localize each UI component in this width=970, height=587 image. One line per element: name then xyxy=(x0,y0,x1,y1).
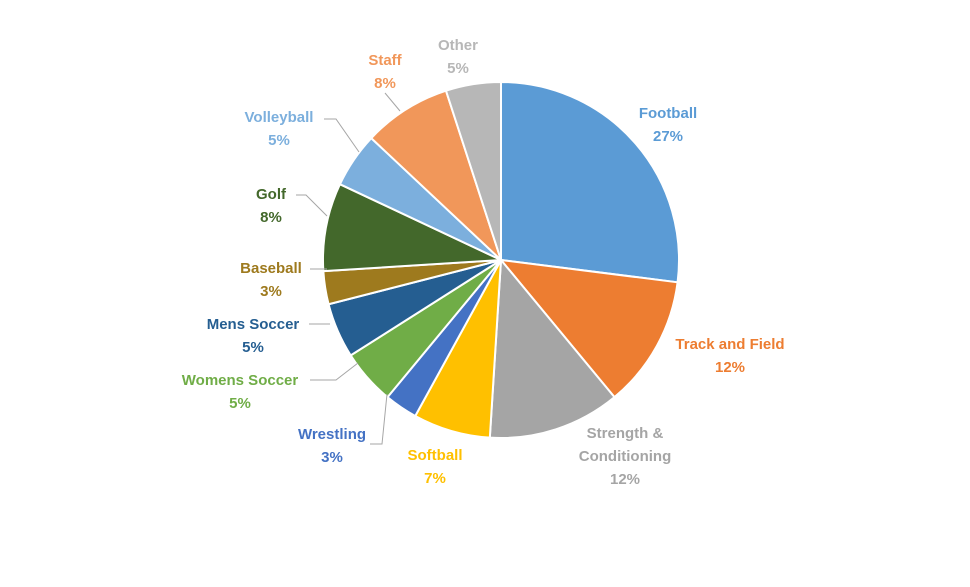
pie-slice-football xyxy=(500,80,681,284)
value-label-other: 5% xyxy=(447,60,469,77)
category-label-mens-soccer: Mens Soccer xyxy=(207,316,300,333)
pie-slice-staff xyxy=(369,89,502,261)
category-label-staff: Staff xyxy=(368,52,402,69)
leader-line-wrestling xyxy=(370,393,388,445)
pie-slices xyxy=(322,80,681,439)
category-label-softball: Softball xyxy=(408,447,463,464)
value-label-wrestling: 3% xyxy=(321,449,343,466)
leader-lines xyxy=(296,92,401,445)
leader-line-volleyball xyxy=(324,118,360,153)
value-label-mens-soccer: 5% xyxy=(242,339,264,356)
leader-line-womens-soccer xyxy=(310,362,359,381)
value-label-football: 27% xyxy=(653,128,683,145)
value-label-volleyball: 5% xyxy=(268,132,290,149)
category-label-track-and-field: Track and Field xyxy=(675,336,784,353)
category-label-strength-conditioning: Strength & xyxy=(587,425,664,442)
leader-line-staff xyxy=(384,92,401,112)
category-label-football: Football xyxy=(639,105,697,122)
value-label-softball: 7% xyxy=(424,470,446,487)
category-label-baseball: Baseball xyxy=(240,260,302,277)
category-label-volleyball: Volleyball xyxy=(245,109,314,126)
category-label-strength-conditioning: Conditioning xyxy=(579,448,671,465)
value-label-strength-conditioning: 12% xyxy=(610,471,640,488)
value-label-track-and-field: 12% xyxy=(715,359,745,376)
value-label-womens-soccer: 5% xyxy=(229,395,251,412)
category-label-other: Other xyxy=(438,37,478,54)
value-label-staff: 8% xyxy=(374,75,396,92)
pie-slice-track-and-field xyxy=(498,258,679,399)
slice-labels: Football 27% Track and Field 12% Strength & C… xyxy=(182,37,785,488)
value-label-baseball: 3% xyxy=(260,283,282,300)
category-label-golf: Golf xyxy=(256,186,287,203)
pie-slice-strength-conditioning xyxy=(488,257,616,439)
value-label-golf: 8% xyxy=(260,209,282,226)
category-label-wrestling: Wrestling xyxy=(298,426,366,443)
leader-line-golf xyxy=(296,194,328,217)
pie-slice-other xyxy=(444,80,502,261)
category-label-womens-soccer: Womens Soccer xyxy=(182,372,299,389)
